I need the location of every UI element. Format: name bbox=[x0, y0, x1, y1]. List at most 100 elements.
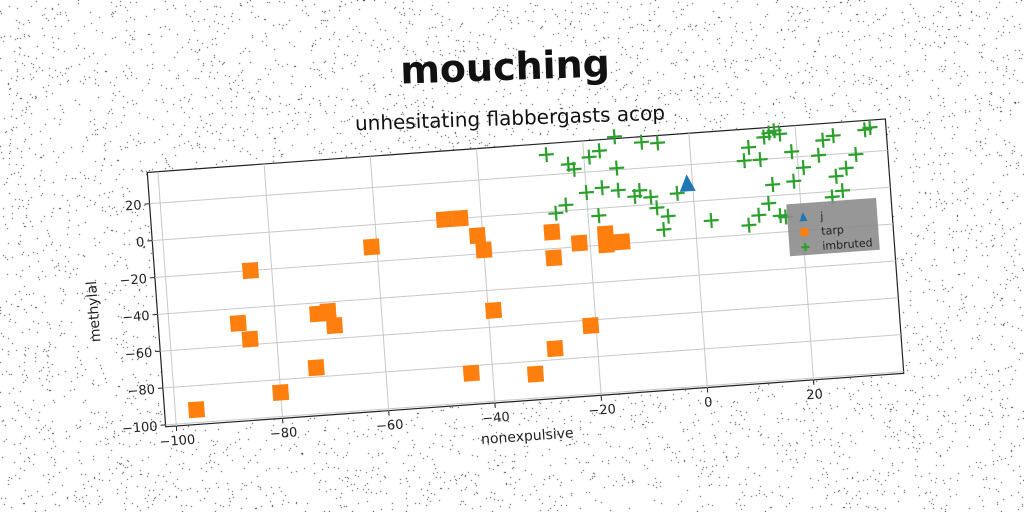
legend-label-tarp: tarp bbox=[821, 223, 844, 238]
x-grid-line bbox=[369, 156, 390, 411]
chart-title: mouching bbox=[400, 41, 611, 92]
x-tick-label: −60 bbox=[376, 418, 404, 435]
data-point-imbruted bbox=[825, 128, 841, 144]
plot-area: −100 −80 −60 −40 −20 0 20 −100 −80 −60 −40 −20 0 20 n… bbox=[84, 118, 905, 451]
data-point-tarp bbox=[613, 233, 631, 251]
data-point-tarp bbox=[362, 238, 381, 256]
data-point-imbruted bbox=[862, 119, 878, 136]
y-grid-line bbox=[157, 260, 896, 315]
data-marks bbox=[187, 119, 878, 419]
data-point-imbruted bbox=[633, 134, 650, 150]
x-grid-line bbox=[582, 140, 602, 396]
y-tick-label: −40 bbox=[122, 309, 150, 326]
data-point-tarp bbox=[272, 383, 290, 402]
data-point-imbruted bbox=[784, 144, 800, 160]
y-tick-label: −80 bbox=[127, 383, 155, 400]
data-point-imbruted bbox=[581, 149, 597, 165]
data-point-imbruted bbox=[610, 182, 626, 198]
data-point-tarp bbox=[325, 317, 344, 335]
data-point-tarp bbox=[582, 317, 600, 335]
y-tick-label: −20 bbox=[119, 272, 147, 289]
x-tick-label: −20 bbox=[588, 402, 616, 419]
data-point-imbruted bbox=[795, 159, 812, 176]
data-point-tarp bbox=[484, 301, 503, 319]
data-point-tarp bbox=[545, 249, 563, 267]
data-point-imbruted bbox=[649, 200, 665, 216]
data-point-imbruted bbox=[609, 160, 625, 176]
y-grid-line bbox=[160, 297, 899, 352]
data-point-imbruted bbox=[669, 185, 685, 201]
legend-marker-j bbox=[799, 212, 808, 222]
data-point-tarp bbox=[475, 241, 493, 259]
data-point-imbruted bbox=[848, 146, 864, 163]
data-point-tarp bbox=[543, 223, 561, 241]
data-point-imbruted bbox=[566, 161, 582, 177]
data-point-tarp bbox=[307, 359, 325, 377]
data-point-imbruted bbox=[650, 135, 666, 151]
y-tick-label: 0 bbox=[136, 235, 145, 251]
data-point-imbruted bbox=[765, 177, 781, 193]
y-tick-label: 20 bbox=[125, 198, 143, 214]
legend-marker-imbruted bbox=[801, 243, 810, 252]
y-grid-line bbox=[154, 223, 893, 278]
data-point-tarp bbox=[526, 365, 545, 383]
data-point-imbruted bbox=[656, 221, 672, 238]
data-point-tarp bbox=[309, 305, 327, 323]
data-point-tarp bbox=[451, 209, 469, 227]
data-point-imbruted bbox=[786, 173, 802, 189]
data-point-imbruted bbox=[741, 217, 757, 233]
data-point-imbruted bbox=[606, 129, 622, 145]
data-point-imbruted bbox=[660, 208, 676, 224]
data-point-imbruted bbox=[538, 147, 554, 163]
data-point-tarp bbox=[435, 210, 453, 229]
data-point-imbruted bbox=[703, 212, 719, 229]
data-point-tarp bbox=[468, 227, 487, 245]
plot-frame bbox=[146, 118, 905, 428]
data-point-imbruted bbox=[811, 147, 827, 163]
x-tick-label: −100 bbox=[159, 433, 196, 451]
data-point-imbruted bbox=[643, 189, 659, 205]
data-point-tarp bbox=[187, 401, 206, 419]
data-point-tarp bbox=[462, 364, 480, 382]
data-point-imbruted bbox=[632, 182, 648, 199]
data-point-imbruted bbox=[838, 160, 854, 176]
x-tick-label: 0 bbox=[704, 395, 713, 411]
data-point-tarp bbox=[229, 314, 247, 332]
y-grid-line bbox=[162, 334, 902, 389]
data-point-tarp bbox=[570, 234, 588, 252]
x-axis-label: nonexpulsive bbox=[481, 425, 575, 448]
x-grid-line bbox=[263, 163, 284, 419]
data-point-imbruted bbox=[751, 207, 767, 223]
data-point-tarp bbox=[241, 330, 259, 348]
y-axis-label: methylal bbox=[84, 280, 104, 342]
data-point-j bbox=[679, 174, 696, 192]
legend-label-imbruted: imbruted bbox=[822, 236, 873, 253]
data-point-imbruted bbox=[591, 143, 607, 159]
x-grid-line bbox=[475, 148, 496, 403]
y-grid-line bbox=[165, 370, 904, 426]
x-tick-label: 20 bbox=[806, 387, 824, 403]
data-point-imbruted bbox=[548, 205, 564, 221]
data-point-imbruted bbox=[558, 197, 574, 213]
data-point-tarp bbox=[546, 339, 564, 358]
y-tick-label: −60 bbox=[124, 346, 152, 363]
data-point-imbruted bbox=[594, 180, 610, 196]
y-tick-label: −100 bbox=[122, 420, 159, 438]
data-point-imbruted bbox=[761, 195, 777, 211]
data-point-imbruted bbox=[752, 151, 768, 168]
data-point-tarp bbox=[597, 236, 615, 254]
data-point-imbruted bbox=[578, 184, 594, 201]
x-grid-line bbox=[688, 133, 708, 388]
data-point-imbruted bbox=[815, 132, 831, 148]
legend-label-j: j bbox=[819, 210, 824, 223]
legend-marker-tarp bbox=[800, 227, 809, 237]
data-point-imbruted bbox=[834, 183, 851, 199]
legend-box bbox=[786, 197, 880, 257]
data-point-imbruted bbox=[772, 126, 788, 142]
x-grid-line bbox=[157, 171, 177, 427]
data-point-imbruted bbox=[591, 208, 607, 224]
axis-ticks: −100 −80 −60 −40 −20 0 20 −100 −80 −60 −40 −20 0 20 bbox=[119, 198, 824, 451]
